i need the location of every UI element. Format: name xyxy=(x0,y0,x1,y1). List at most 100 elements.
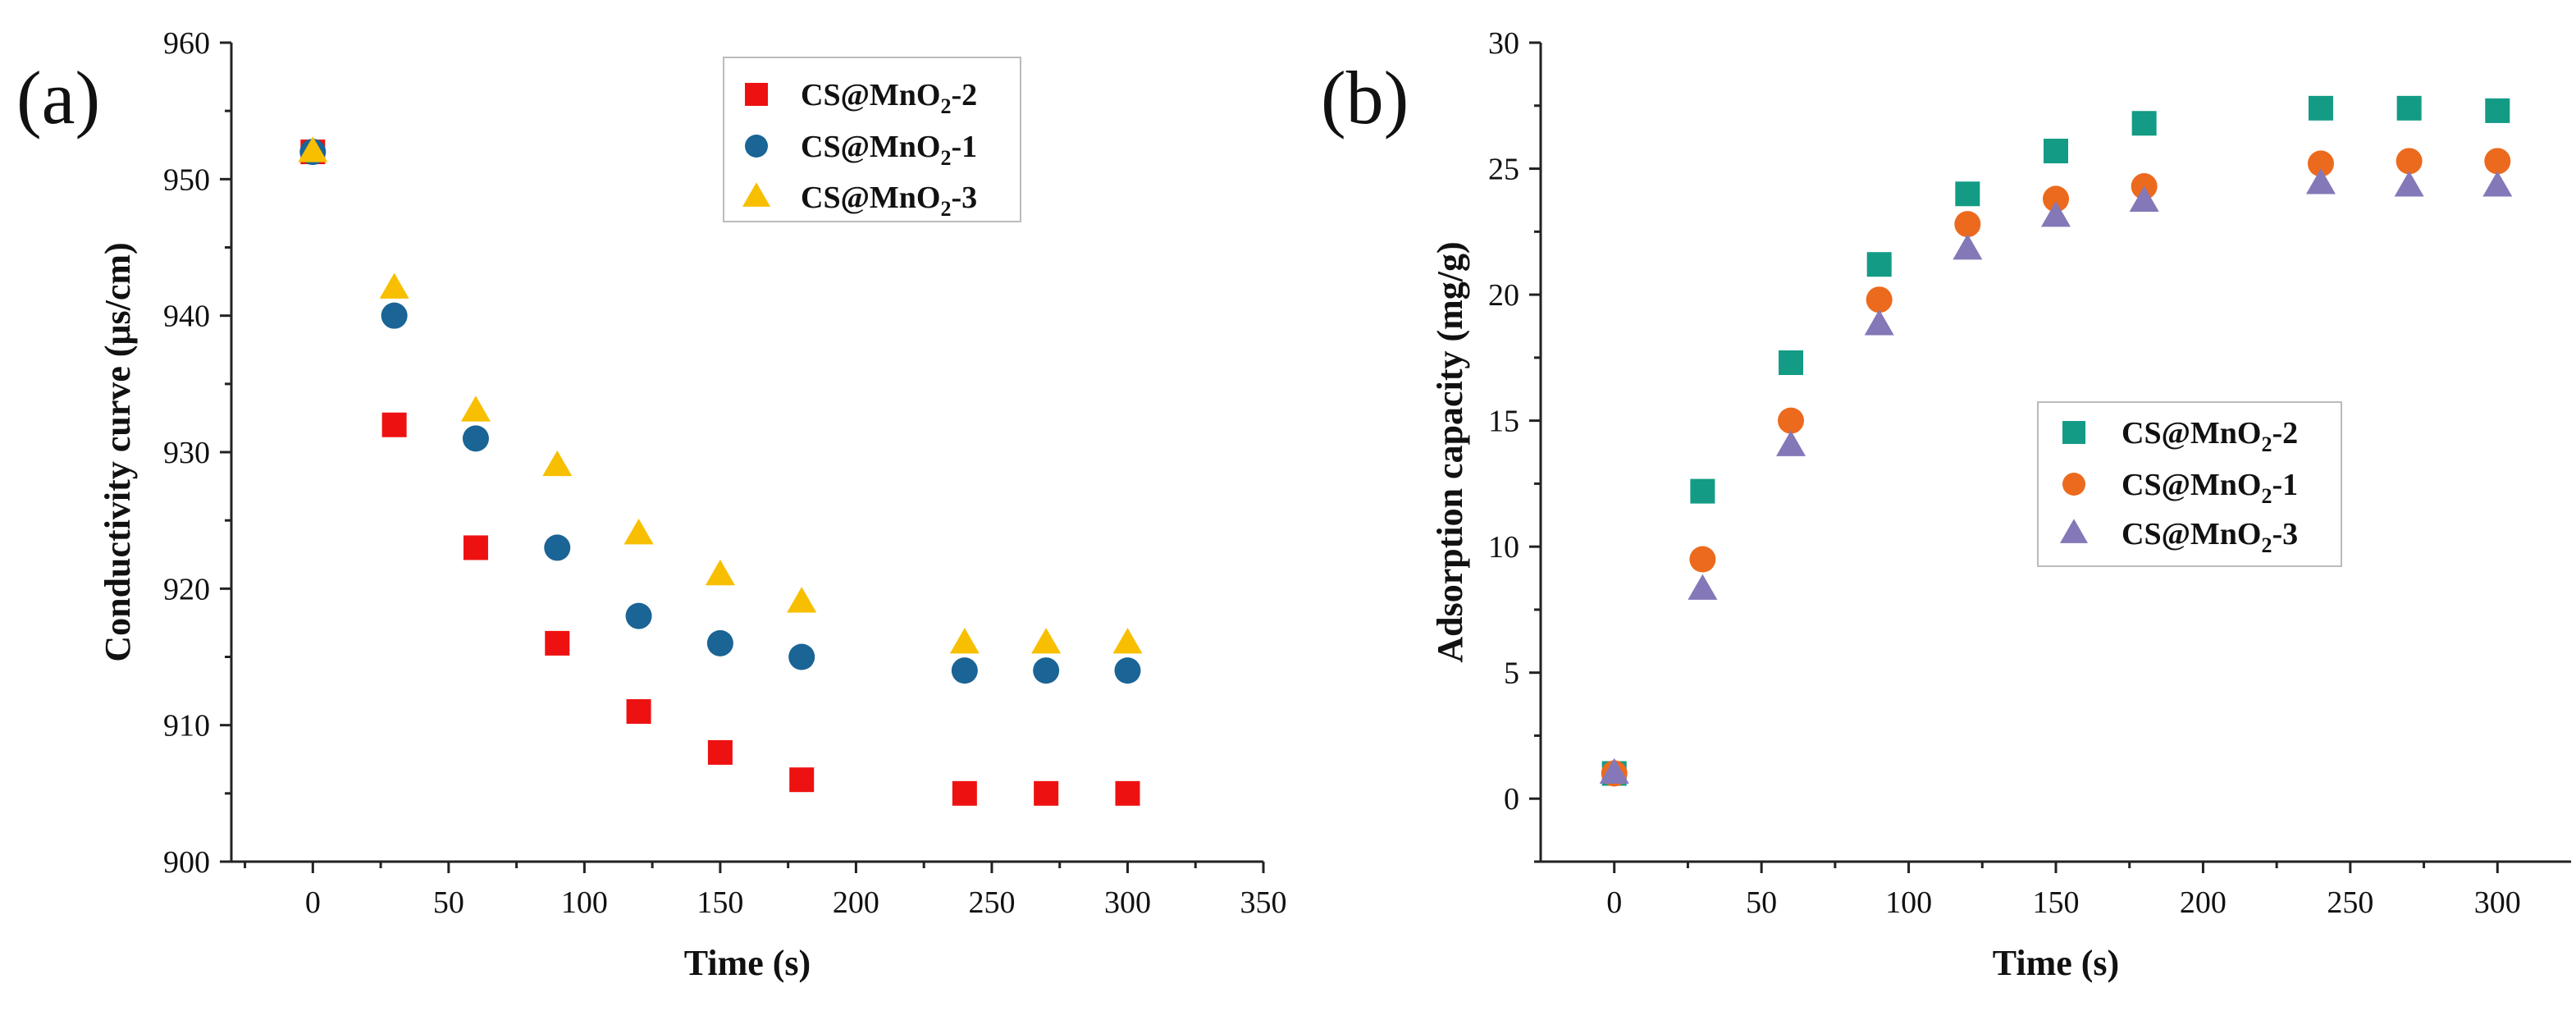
x-tick-label: 0 xyxy=(1606,885,1622,920)
x-tick-label: 100 xyxy=(1885,885,1932,920)
series-3 xyxy=(298,136,1143,654)
legend-label-subscript: 2 xyxy=(940,197,951,221)
data-point xyxy=(545,630,570,656)
data-point xyxy=(1031,628,1062,654)
legend-label-suffix: -3 xyxy=(2272,517,2298,551)
legend: CS@MnO2-2CS@MnO2-1CS@MnO2-3 xyxy=(2037,401,2342,567)
data-point xyxy=(381,412,407,437)
panel-b: 0 50 100 150 200 250 300 0 5 10 15 20 25 30 Time (s) Ad… xyxy=(1321,26,2571,983)
data-point xyxy=(2396,95,2422,121)
legend-label-suffix: -3 xyxy=(951,181,977,215)
panel-label: (b) xyxy=(1321,56,1409,140)
y-axis-title: Adsorption capacity (mg/g) xyxy=(1430,241,1470,662)
data-point xyxy=(2482,171,2513,197)
data-point xyxy=(2044,139,2068,164)
data-point xyxy=(625,602,652,629)
data-point xyxy=(788,643,815,670)
data-point xyxy=(1779,350,1804,375)
data-point xyxy=(2308,95,2333,121)
legend-label-subscript: 2 xyxy=(2261,533,2272,557)
data-point xyxy=(1953,234,1983,260)
data-point xyxy=(1033,657,1060,684)
y-tick-label: 950 xyxy=(163,162,210,197)
data-point xyxy=(2305,168,2336,194)
data-point xyxy=(1954,211,1981,238)
legend-marker xyxy=(2060,519,2088,543)
data-point xyxy=(1866,286,1893,313)
legend-label-main: CS@MnO xyxy=(2122,416,2261,451)
legend-label: CS@MnO2-1 xyxy=(801,130,977,170)
data-point xyxy=(1112,628,1143,654)
data-point xyxy=(542,450,573,477)
x-tick-label: 300 xyxy=(1104,885,1151,920)
data-point xyxy=(1034,780,1059,806)
x-tick-label: 200 xyxy=(2180,885,2227,920)
data-point xyxy=(1115,780,1140,806)
x-tick-label: 150 xyxy=(2033,885,2080,920)
y-tick-label: 930 xyxy=(163,436,210,470)
legend-label-subscript: 2 xyxy=(940,94,951,118)
x-tick-label: 300 xyxy=(2474,885,2521,920)
data-point xyxy=(1599,757,1629,785)
x-tick-label: 150 xyxy=(697,885,743,920)
data-point xyxy=(952,780,977,806)
y-tick-label: 0 xyxy=(1504,782,1519,817)
legend-label-subscript: 2 xyxy=(2261,432,2272,456)
legend-label-subscript: 2 xyxy=(2261,484,2272,508)
x-tick-label: 200 xyxy=(833,885,879,920)
legend-label-suffix: -2 xyxy=(951,78,977,112)
data-point xyxy=(951,657,978,684)
x-tick-label: 250 xyxy=(2327,885,2373,920)
data-point xyxy=(1955,181,1980,207)
y-tick-label: 30 xyxy=(1488,26,1519,61)
y-tick-label: 940 xyxy=(163,300,210,334)
data-point xyxy=(379,272,409,299)
data-point xyxy=(463,535,488,560)
y-tick-label: 900 xyxy=(163,845,210,880)
legend-label-suffix: -1 xyxy=(2272,468,2298,502)
legend-label-main: CS@MnO xyxy=(2122,517,2261,551)
legend-label-main: CS@MnO xyxy=(801,130,940,164)
legend: CS@MnO2-2CS@MnO2-1CS@MnO2-3 xyxy=(723,57,1021,222)
legend-label: CS@MnO2-2 xyxy=(2122,416,2298,456)
y-tick-label: 15 xyxy=(1488,405,1519,439)
legend-box xyxy=(2037,401,2342,567)
data-point xyxy=(298,136,328,162)
legend-label: CS@MnO2-3 xyxy=(801,181,977,221)
x-tick-label: 50 xyxy=(433,885,464,920)
series-3 xyxy=(1599,168,2513,785)
legend-label: CS@MnO2-3 xyxy=(2122,517,2298,557)
data-point xyxy=(2396,148,2423,175)
legend-label-suffix: -2 xyxy=(2272,416,2298,451)
data-point xyxy=(1864,309,1894,336)
data-point xyxy=(460,396,491,422)
legend-label-suffix: -1 xyxy=(951,130,977,164)
y-tick-label: 10 xyxy=(1488,530,1519,565)
data-point xyxy=(789,767,815,793)
data-point xyxy=(544,534,571,561)
x-tick-label: 50 xyxy=(1746,885,1777,920)
data-point xyxy=(2394,171,2424,197)
data-point xyxy=(1688,574,1718,600)
legend-label-main: CS@MnO xyxy=(801,181,940,215)
y-tick-label: 960 xyxy=(163,26,210,61)
legend-marker xyxy=(742,182,770,207)
data-point xyxy=(381,302,408,329)
data-point xyxy=(1866,252,1892,277)
legend-marker xyxy=(745,135,768,158)
data-point xyxy=(787,587,817,613)
y-tick-label: 5 xyxy=(1504,656,1519,691)
data-point xyxy=(1690,478,1715,504)
data-point xyxy=(2131,111,2157,136)
y-tick-label: 920 xyxy=(163,572,210,606)
data-point xyxy=(623,519,654,545)
data-point xyxy=(949,628,980,654)
data-point xyxy=(2041,201,2071,227)
data-point xyxy=(707,739,733,765)
data-point xyxy=(2307,150,2334,177)
legend-label-subscript: 2 xyxy=(940,146,951,170)
legend-box xyxy=(723,57,1021,222)
data-point xyxy=(2484,148,2511,175)
data-point xyxy=(462,425,489,452)
